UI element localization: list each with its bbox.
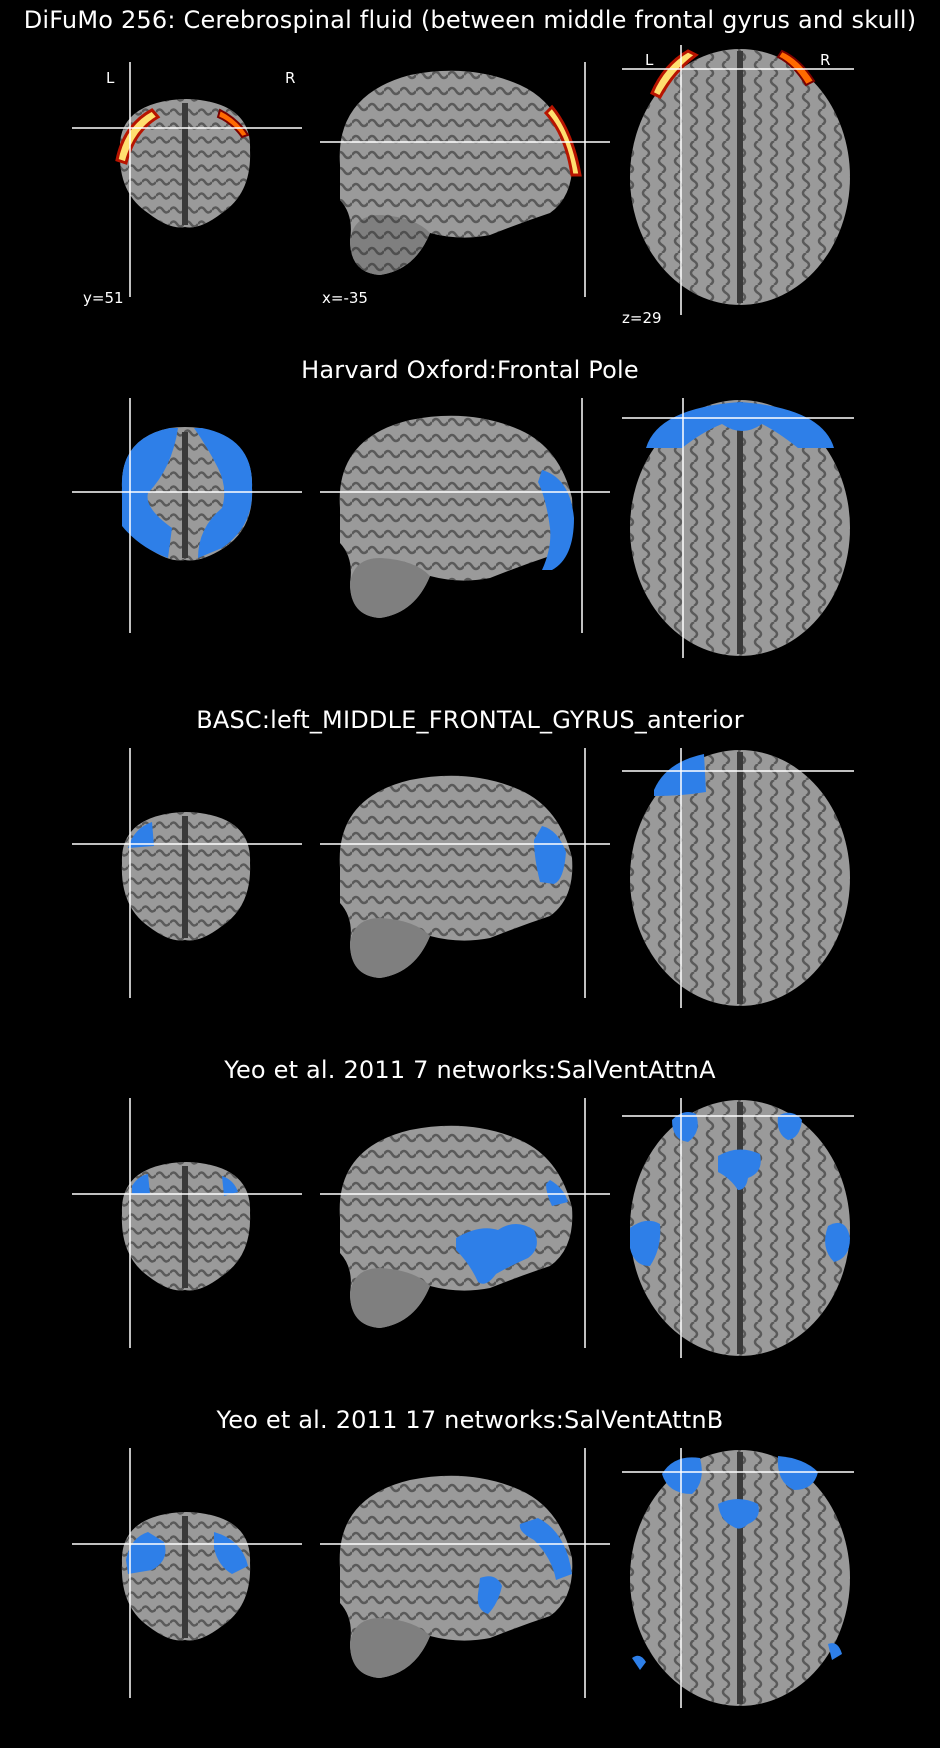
orientation-right: R bbox=[285, 69, 296, 87]
axial-view bbox=[622, 748, 862, 1008]
axial-view bbox=[622, 1448, 862, 1708]
axial-view bbox=[622, 1098, 862, 1358]
blue-overlay-axial-frontal-left bbox=[662, 1457, 702, 1494]
blue-overlay-axial bbox=[646, 402, 834, 448]
panel-title: BASC:left_MIDDLE_FRONTAL_GYRUS_anterior bbox=[196, 706, 744, 734]
blue-overlay-coronal-left bbox=[132, 1174, 150, 1194]
coordinate-z: z=29 bbox=[622, 309, 662, 327]
panel-difumo: DiFuMo 256: Cerebrospinal fluid (between… bbox=[0, 0, 940, 348]
blue-overlay-frontal-pole bbox=[538, 470, 574, 570]
sagittal-view bbox=[320, 35, 610, 305]
blue-overlay-axial-lateral-right bbox=[828, 1643, 842, 1660]
blue-overlay-mfg-axial bbox=[654, 754, 706, 796]
blue-overlay-axial-medial bbox=[718, 1499, 759, 1529]
coordinate-y: y=51 bbox=[83, 289, 124, 307]
blue-overlay-axial-lateral-right bbox=[825, 1222, 850, 1262]
blue-overlay-left-mfg bbox=[128, 822, 154, 848]
panel-title: Yeo et al. 2011 7 networks:SalVentAttnA bbox=[224, 1056, 716, 1084]
blue-overlay-axial-frontal-right bbox=[777, 1112, 802, 1140]
coordinate-x: x=-35 bbox=[322, 289, 368, 307]
axial-orientation-right: R bbox=[820, 51, 831, 69]
coronal-view bbox=[72, 748, 302, 998]
sagittal-view bbox=[320, 1098, 610, 1348]
sagittal-view bbox=[320, 748, 610, 998]
orientation-left: L bbox=[106, 69, 115, 87]
panel-title: Harvard Oxford:Frontal Pole bbox=[301, 356, 639, 384]
blue-overlay-right bbox=[194, 428, 253, 558]
blue-overlay-axial-lateral-left bbox=[630, 1220, 661, 1266]
coronal-view bbox=[72, 35, 302, 305]
blue-overlay-axial-frontal-right bbox=[777, 1456, 818, 1490]
axial-brain-slice bbox=[630, 49, 850, 305]
blue-overlay-axial-lateral-left bbox=[632, 1655, 646, 1670]
coronal-view bbox=[72, 398, 302, 648]
blue-overlay-axial-frontal-left bbox=[672, 1112, 698, 1142]
hot-overlay-axial-left bbox=[650, 49, 699, 99]
coronal-brain-slice bbox=[119, 99, 251, 228]
coronal-view bbox=[72, 1098, 302, 1348]
blue-overlay-coronal-right bbox=[222, 1176, 238, 1196]
blue-overlay-frontal bbox=[546, 1180, 568, 1206]
panel-title: Yeo et al. 2011 17 networks:SalVentAttnB bbox=[216, 1406, 724, 1434]
panel-basc: BASC:left_MIDDLE_FRONTAL_GYRUS_anterior bbox=[0, 700, 940, 1048]
blue-overlay-insula bbox=[477, 1576, 502, 1614]
hot-overlay-frontal bbox=[543, 104, 582, 177]
panel-title: DiFuMo 256: Cerebrospinal fluid (between… bbox=[23, 6, 917, 34]
sagittal-view bbox=[320, 398, 610, 648]
hot-overlay-axial-right bbox=[776, 49, 816, 87]
blue-overlay-coronal-right bbox=[214, 1532, 248, 1574]
axial-view bbox=[622, 45, 862, 315]
blue-overlay-coronal-left bbox=[126, 1532, 166, 1574]
sagittal-view bbox=[320, 1448, 610, 1698]
sagittal-brain-slice bbox=[339, 70, 573, 275]
hot-overlay-right bbox=[216, 108, 250, 139]
panel-yeo-7: Yeo et al. 2011 7 networks:SalVentAttnA bbox=[0, 1050, 940, 1398]
axial-view bbox=[622, 398, 862, 658]
panel-yeo-17: Yeo et al. 2011 17 networks:SalVentAttnB bbox=[0, 1400, 940, 1748]
blue-overlay-frontal bbox=[519, 1518, 572, 1580]
blue-overlay-left bbox=[121, 428, 178, 558]
coronal-view bbox=[72, 1448, 302, 1698]
blue-overlay-insula bbox=[456, 1224, 537, 1284]
blue-overlay-axial-medial bbox=[718, 1149, 761, 1190]
axial-orientation-left: L bbox=[645, 51, 654, 69]
panel-harvard-oxford: Harvard Oxford:Frontal Pole bbox=[0, 350, 940, 698]
blue-overlay-mfg-sagittal bbox=[534, 826, 566, 884]
